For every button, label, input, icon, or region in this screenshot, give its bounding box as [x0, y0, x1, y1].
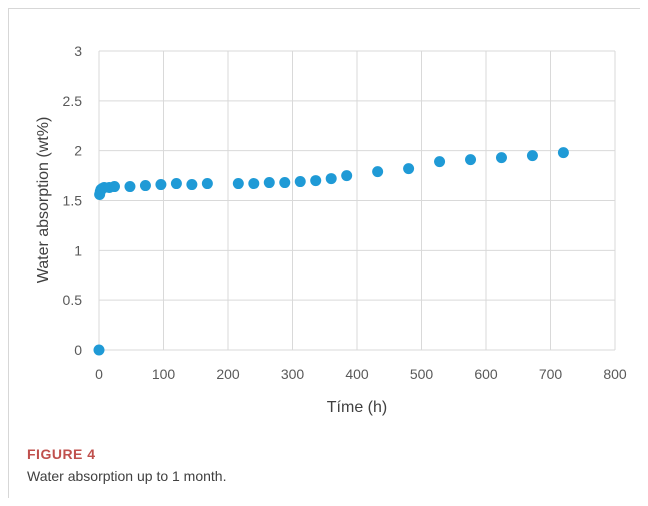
- figure-left-rule: [8, 8, 9, 498]
- data-point: [294, 176, 306, 188]
- x-tick-label: 500: [410, 366, 434, 382]
- data-point: [108, 181, 120, 193]
- y-tick-label: 3: [74, 43, 82, 59]
- data-point: [124, 181, 136, 193]
- data-point: [279, 177, 291, 189]
- gridlines: [98, 50, 616, 351]
- data-point: [557, 147, 569, 159]
- data-point: [232, 178, 244, 190]
- y-tick-label: 1: [74, 242, 82, 258]
- y-tick-label: 2: [74, 143, 82, 159]
- y-axis-title: Water absorption (wt%): [35, 117, 52, 284]
- data-point: [495, 152, 507, 164]
- data-point: [155, 179, 167, 191]
- x-tick-label: 400: [345, 366, 369, 382]
- data-point: [170, 178, 182, 190]
- x-axis-title: Tíme (h): [327, 399, 387, 416]
- x-tick-label: 100: [152, 366, 176, 382]
- scatter-chart: 0 100 200 300 400 500 600 700 800 00.511.522.53 …: [35, 43, 627, 416]
- data-point: [139, 180, 151, 192]
- data-point: [465, 154, 477, 166]
- x-tick-labels: 0 100 200 300 400 500 600 700 800: [95, 366, 627, 382]
- data-point: [93, 344, 105, 356]
- y-tick-label: 0: [74, 342, 82, 358]
- data-point: [263, 177, 275, 189]
- data-point: [201, 178, 213, 190]
- x-tick-label: 300: [281, 366, 305, 382]
- data-point: [434, 156, 446, 168]
- x-tick-label: 0: [95, 366, 103, 382]
- y-tick-labels: 0 0.5 1 1.5 2 2.5 3: [63, 43, 83, 358]
- data-point: [403, 163, 415, 175]
- data-point: [310, 175, 322, 187]
- data-point: [186, 179, 198, 191]
- data-point: [248, 178, 260, 190]
- x-tick-label: 700: [539, 366, 563, 382]
- data-point: [325, 173, 337, 185]
- x-tick-label: 200: [216, 366, 240, 382]
- figure-label: FIGURE 4: [27, 446, 96, 462]
- y-tick-label: 0.5: [63, 292, 83, 308]
- data-point: [372, 166, 384, 178]
- y-tick-label: 1.5: [63, 193, 83, 209]
- data-point: [341, 170, 353, 182]
- data-points: [93, 147, 569, 356]
- data-point: [526, 150, 538, 162]
- figure-caption: Water absorption up to 1 month.: [27, 468, 227, 484]
- x-tick-label: 600: [474, 366, 498, 382]
- figure-top-rule: [8, 8, 640, 9]
- y-tick-label: 2.5: [63, 93, 83, 109]
- x-tick-label: 800: [603, 366, 627, 382]
